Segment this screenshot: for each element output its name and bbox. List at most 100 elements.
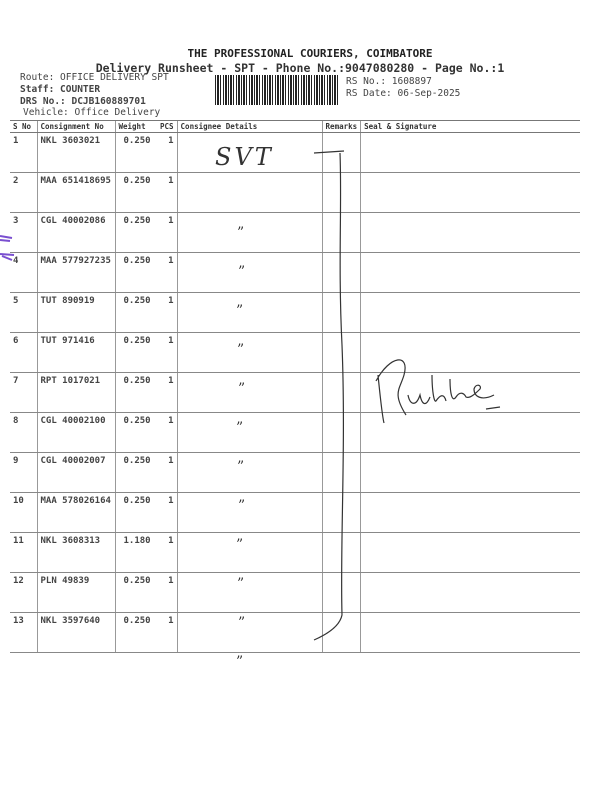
- cell-sno: 1: [10, 132, 37, 173]
- cell-sno: 9: [10, 452, 37, 493]
- ditto-mark: ”: [238, 381, 246, 397]
- cell-weight: 0.250: [114, 412, 157, 453]
- cell-consignment: CGL 40002086: [36, 212, 115, 253]
- cell-weight: 0.250: [114, 572, 157, 613]
- cell-consignee: [176, 492, 323, 533]
- cell-weight: 0.250: [114, 452, 157, 493]
- staff: Staff: COUNTER: [20, 84, 101, 95]
- cell-consignment: CGL 40002007: [36, 452, 115, 493]
- cell-sno: 13: [10, 612, 37, 653]
- col-consignment: Consignment No: [36, 120, 115, 133]
- cell-seal: [360, 452, 580, 493]
- vehicle: Vehicle: Office Delivery: [23, 107, 161, 118]
- cell-consignee: [176, 252, 323, 293]
- drs-number: DRS No.: DCJB160889701: [20, 96, 146, 107]
- cell-consignment: TUT 971416: [36, 332, 115, 373]
- cell-consignment: MAA 651418695: [36, 172, 115, 213]
- company-title: THE PROFESSIONAL COURIERS, COIMBATORE: [187, 47, 433, 60]
- cell-seal: [360, 372, 580, 413]
- col-weight: Weight: [114, 120, 157, 133]
- ditto-mark: ”: [237, 459, 245, 475]
- cell-remarks: [321, 132, 361, 173]
- cell-seal: [360, 292, 580, 333]
- table-row: 5 TUT 890919 0.250 1: [10, 292, 580, 333]
- cell-sno: 5: [10, 292, 37, 333]
- cell-consignee: [176, 332, 323, 373]
- ditto-mark: ”: [237, 225, 245, 241]
- cell-pcs: 1: [157, 532, 178, 573]
- cell-consignment: MAA 577927235: [36, 252, 115, 293]
- cell-seal: [360, 412, 580, 453]
- cell-consignment: NKL 3608313: [36, 532, 115, 573]
- cell-weight: 0.250: [114, 212, 157, 253]
- cell-consignment: RPT 1017021: [36, 372, 115, 413]
- cell-consignee: [176, 372, 323, 413]
- table-row: 8 CGL 40002100 0.250 1: [10, 412, 580, 453]
- cell-pcs: 1: [157, 132, 178, 173]
- cell-pcs: 1: [157, 172, 178, 213]
- ditto-mark: ”: [238, 615, 246, 631]
- cell-consignment: NKL 3597640: [36, 612, 115, 653]
- cell-pcs: 1: [157, 452, 178, 493]
- table-row: 3 CGL 40002086 0.250 1: [10, 212, 580, 253]
- table-row: 2 MAA 651418695 0.250 1: [10, 172, 580, 213]
- cell-consignee: [176, 532, 323, 573]
- cell-seal: [360, 612, 580, 653]
- signature: [375, 359, 501, 424]
- cell-consignment: CGL 40002100: [36, 412, 115, 453]
- cell-consignee: [176, 412, 323, 453]
- cell-pcs: 1: [157, 612, 178, 653]
- table-row: 6 TUT 971416 0.250 1: [10, 332, 580, 373]
- cell-consignee: [176, 292, 323, 333]
- ditto-mark: ”: [236, 654, 244, 670]
- bracket-line: [313, 150, 345, 641]
- table-row: 13 NKL 3597640 0.250 1: [10, 612, 580, 653]
- table-row: 7 RPT 1017021 0.250 1: [10, 372, 580, 413]
- cell-pcs: 1: [157, 212, 178, 253]
- cell-consignment: MAA 578026164: [36, 492, 115, 533]
- col-seal: Seal & Signature: [360, 120, 580, 133]
- col-pcs: PCS: [157, 120, 178, 133]
- cell-pcs: 1: [157, 292, 178, 333]
- cell-remarks: [321, 252, 361, 293]
- col-sno: S No: [10, 120, 37, 133]
- runsheet-table: S No Consignment No Weight PCS Consignee…: [10, 120, 580, 653]
- table-row: 11 NKL 3608313 1.180 1: [10, 532, 580, 573]
- cell-remarks: [321, 212, 361, 253]
- rs-date: RS Date: 06-Sep-2025: [346, 88, 461, 99]
- cell-remarks: [321, 412, 361, 453]
- cell-seal: [360, 492, 580, 533]
- cell-remarks: [321, 492, 361, 533]
- cell-consignee: [176, 132, 323, 173]
- cell-seal: [360, 572, 580, 613]
- ditto-mark: ”: [238, 264, 246, 280]
- col-consignee: Consignee Details: [176, 120, 323, 133]
- col-remarks: Remarks: [321, 120, 361, 133]
- cell-weight: 0.250: [114, 372, 157, 413]
- cell-weight: 0.250: [114, 172, 157, 213]
- cell-pcs: 1: [157, 572, 178, 613]
- cell-seal: [360, 252, 580, 293]
- cell-pcs: 1: [157, 412, 178, 453]
- table-row: 9 CGL 40002007 0.250 1: [10, 452, 580, 493]
- ditto-mark: ”: [236, 537, 244, 553]
- table-row: 1 NKL 3603021 0.250 1: [10, 132, 580, 173]
- cell-weight: 0.250: [114, 252, 157, 293]
- cell-seal: [360, 132, 580, 173]
- cell-sno: 11: [10, 532, 37, 573]
- cell-consignee: [176, 572, 323, 613]
- cell-pcs: 1: [157, 372, 178, 413]
- ditto-mark: ”: [236, 303, 244, 319]
- runsheet-subtitle: Delivery Runsheet - SPT - Phone No.:9047…: [95, 61, 505, 75]
- cell-weight: 1.180: [114, 532, 157, 573]
- handwritten-consignee-note: SVT: [215, 143, 274, 171]
- ditto-mark: ”: [236, 420, 244, 436]
- cell-pcs: 1: [157, 332, 178, 373]
- cell-seal: [360, 532, 580, 573]
- table-row: 10 MAA 578026164 0.250 1: [10, 492, 580, 533]
- ditto-mark: ”: [237, 576, 245, 592]
- cell-weight: 0.250: [114, 132, 157, 173]
- cell-weight: 0.250: [114, 292, 157, 333]
- table-row: 12 PLN 49839 0.250 1: [10, 572, 580, 613]
- cell-weight: 0.250: [114, 332, 157, 373]
